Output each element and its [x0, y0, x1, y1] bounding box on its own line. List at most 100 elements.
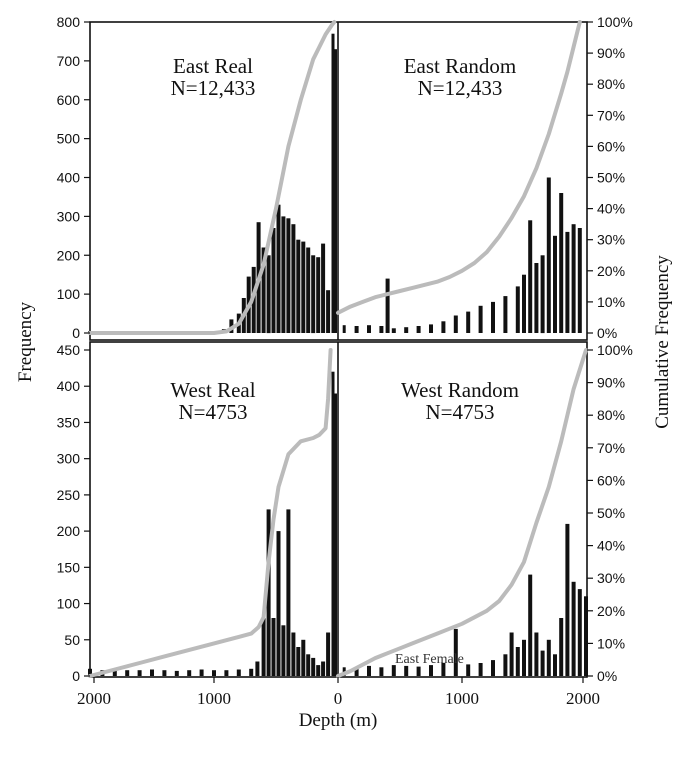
bar-west-real-6 — [162, 670, 167, 676]
y-left-tick-label: 300 — [57, 208, 81, 224]
y-right-tick-label: 40% — [597, 538, 625, 554]
bar-west-random-6 — [416, 666, 421, 676]
bar-west-random-13 — [503, 654, 508, 676]
bar-west-real-30 — [334, 393, 337, 676]
bar-west-real-9 — [199, 669, 204, 676]
bar-east-real-29 — [316, 257, 321, 333]
bar-west-real-17 — [271, 618, 276, 676]
y-right-tick-label: 40% — [597, 201, 625, 217]
bar-west-random-14 — [509, 632, 514, 676]
bar-east-random-16 — [522, 274, 526, 333]
bar-west-random-3 — [379, 667, 384, 676]
y-left-tick-label: 100 — [57, 596, 81, 612]
bar-west-random-11 — [478, 663, 483, 676]
bar-west-real-0 — [88, 668, 92, 676]
y-right-tick-label: 80% — [597, 76, 625, 92]
y-left-tick-label: 450 — [57, 342, 81, 358]
y-left-tick-label: 200 — [57, 247, 81, 263]
cumulative-curves-layer — [88, 20, 588, 678]
bar-east-real-27 — [306, 247, 311, 333]
bar-east-random-15 — [515, 286, 520, 333]
bar-east-random-21 — [553, 235, 557, 333]
y-right-tick-label: 60% — [597, 138, 625, 154]
y-left-tick-label: 500 — [57, 131, 81, 147]
x-axis-title: Depth (m) — [299, 710, 378, 731]
bar-east-random-11 — [466, 311, 471, 333]
bar-east-real-32 — [331, 33, 335, 333]
bar-east-random-4 — [385, 278, 390, 333]
bar-west-random-23 — [565, 523, 570, 676]
bar-west-random-12 — [491, 660, 495, 676]
x-tick-label: 1000 — [445, 689, 479, 708]
bar-east-random-13 — [491, 301, 495, 333]
bar-west-random-19 — [540, 650, 545, 676]
bar-west-random-25 — [577, 589, 582, 676]
y-left-tick-label: 600 — [57, 92, 81, 108]
bar-west-random-8 — [441, 663, 446, 676]
y-left-tick-label: 400 — [57, 170, 81, 186]
bar-west-real-2 — [112, 669, 117, 676]
panel-title-east-real: East Real — [173, 54, 253, 78]
bar-west-real-15 — [261, 618, 266, 676]
y-right-tick-label: 50% — [597, 170, 625, 186]
bar-west-random-9 — [453, 628, 458, 676]
bar-west-real-16 — [266, 509, 271, 676]
bar-west-random-1 — [354, 668, 359, 676]
bar-east-random-9 — [441, 321, 446, 333]
y-right-tick-label: 90% — [597, 45, 625, 61]
bar-east-random-19 — [540, 255, 545, 334]
bar-west-real-13 — [249, 668, 254, 676]
bar-west-random-24 — [571, 581, 576, 676]
y-right-tick-label: 0% — [597, 668, 617, 684]
x-tick-label: 2000 — [566, 689, 600, 708]
bar-east-real-26 — [301, 241, 306, 333]
bar-west-real-8 — [187, 670, 192, 676]
y-right-tick-label: 100% — [597, 14, 633, 30]
bar-west-real-29 — [331, 371, 335, 676]
bar-west-real-14 — [255, 661, 260, 676]
bar-west-random-21 — [553, 654, 557, 676]
y-left-tick-label: 100 — [57, 286, 81, 302]
bar-west-real-20 — [286, 509, 291, 676]
bar-east-random-18 — [534, 263, 539, 333]
panel-subtitle-east-random: N=12,433 — [418, 76, 503, 100]
y-left-tick-label: 200 — [57, 523, 81, 539]
bar-east-random-23 — [565, 231, 570, 333]
bar-east-real-33 — [334, 49, 337, 333]
x-tick-label: 0 — [334, 689, 343, 708]
bar-east-real-21 — [276, 204, 281, 333]
bar-west-random-5 — [404, 665, 409, 676]
x-tick-label: 1000 — [197, 689, 231, 708]
bar-west-real-26 — [316, 665, 321, 676]
ticks-layer: 0 100 200 300 400 500 600 700 800 0 50 100 150 200 250… — [57, 14, 633, 708]
bar-east-real-19 — [266, 255, 271, 334]
bar-east-random-3 — [379, 326, 384, 333]
bar-east-real-28 — [311, 255, 316, 334]
bar-east-real-18 — [261, 247, 266, 333]
bar-east-random-7 — [416, 326, 421, 333]
y-left-tick-label: 800 — [57, 14, 81, 30]
y-left-tick-label: 50 — [64, 632, 80, 648]
bar-east-real-30 — [321, 243, 326, 333]
y-left-tick-label: 150 — [57, 559, 81, 575]
bar-west-real-12 — [236, 669, 241, 676]
y-axis-left-title: Frequency — [15, 301, 36, 382]
y-right-tick-label: 10% — [597, 635, 625, 651]
panel-title-west-real: West Real — [170, 378, 255, 402]
y-right-tick-label: 20% — [597, 603, 625, 619]
y-right-tick-label: 90% — [597, 375, 625, 391]
y-right-tick-label: 100% — [597, 342, 633, 358]
panel-subtitle-west-random: N=4753 — [425, 400, 494, 424]
bar-west-real-28 — [326, 632, 331, 676]
y-left-tick-label: 0 — [72, 325, 80, 341]
bar-west-random-4 — [391, 665, 396, 676]
y-left-tick-label: 250 — [57, 487, 81, 503]
bar-east-random-12 — [478, 305, 483, 333]
cumulative-line-west-random — [336, 348, 588, 678]
bar-east-random-2 — [367, 325, 371, 333]
bar-east-random-8 — [429, 324, 433, 333]
bar-east-random-0 — [342, 325, 346, 333]
y-left-tick-label: 0 — [72, 668, 80, 684]
bar-west-real-27 — [321, 661, 326, 676]
